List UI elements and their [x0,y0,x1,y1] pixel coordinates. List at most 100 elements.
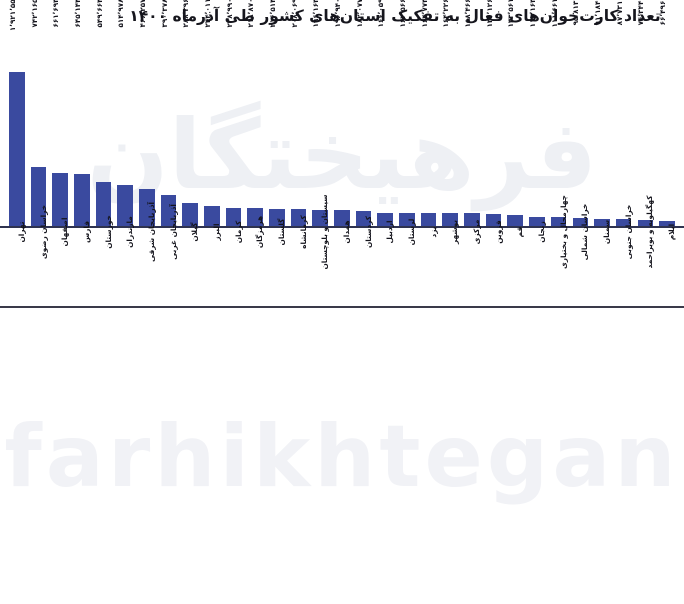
chart-title-1: تعداد کارت‌خوان‌های فعال به تفکیک استان‌… [129,7,661,25]
watermark-bottom: farhikhtegan [0,310,684,604]
x-axis-category-label: سمنان [591,220,613,306]
bar-value-label: ۱٬۹۲۱٬۵۵۵ [7,0,17,32]
x-axis-category-label: البرز [201,223,223,306]
bar-group: ۹۵٬۸۱۳ [569,1,591,226]
bar-group: ۶۶٬۴۹۶ [656,1,678,226]
category-text: مرکزی [471,219,481,245]
bar-value-label: ۲۱۸٬۸۷۰ [246,0,256,28]
x-axis-category-label: ایلام [656,224,678,306]
bar [52,172,68,226]
x-axis-category-label: فارس [71,221,93,306]
x-axis-category-label: بوشهر [439,220,461,306]
category-text: خراسان رضوی [38,204,48,260]
x-axis-category-label: همدان [331,220,353,306]
bar-value-label: ۱۳۳٬۵۶۱ [506,0,516,28]
category-text: اصفهان [60,217,70,247]
bar-value-label: ۱۴۶٬۱۲۶ [484,0,494,28]
bar-group: ۱۱۱٬۶۶۱ [548,0,570,226]
bar [550,217,567,226]
bar-value-label: ۶۴۵٬۱۴۴ [72,0,82,28]
x-axis-category-label: کرمان [223,221,245,306]
bar-value-label: ۱۶۶٬۰۵۹ [376,0,386,28]
bar [182,202,198,226]
bar [312,210,329,226]
bar-value-label: ۷۴۲٬۱۶۵ [29,0,39,28]
bar [529,217,545,226]
category-text: خراسان جنوبی [623,204,633,260]
bar [139,188,155,226]
x-axis-line-1 [0,226,684,228]
bar [9,72,25,226]
category-text: کرمان [233,220,243,244]
x-axis-category-label: مرکزی [461,220,483,306]
bar-group: ۸۷٬۷۳۱ [613,1,635,226]
bar-group: ۶۴۵٬۱۴۴ [71,0,93,226]
category-text: البرز [211,223,221,241]
bar-group: ۲۴۴٬۰۱۱ [201,0,223,226]
category-text: زنجان [536,221,546,243]
bar-group: ۱۴۶٬۱۲۶ [483,0,505,226]
category-text: ایلام [666,223,676,241]
bar-value-label: ۶۶۱٬۶۹۳ [51,0,61,28]
bar-group: ۵۴۹٬۶۶۴ [93,0,115,226]
x-axis-category-label: گیلان [179,222,201,306]
category-text: فارس [81,220,91,244]
bar-value-label: ۲۸۸٬۳۹۶ [181,0,191,28]
bar [572,218,589,226]
category-text: هرمزگان [255,215,265,249]
x-axis-category-label: خراسان شمالی [569,204,591,306]
bar-value-label: ۱۹۶٬۹۴۰ [332,0,342,28]
bar-value-label: ۵۱۴٬۹۷۸ [116,0,126,28]
bar [290,209,307,226]
bar-group: ۱۸۲٬۰۷۷ [353,0,375,226]
category-text: لرستان [406,218,416,246]
panel-divider [0,306,684,308]
bar-value-label: ۱۹۶٬۱۶۳ [311,0,321,28]
bar [225,207,242,226]
category-text: سمنان [601,219,611,245]
category-text: چهارمحال و بختیاری [558,194,568,270]
bar-value-label: ۱۶۴٬۷۷۳ [419,0,429,28]
x-axis-category-label: لرستان [396,219,418,306]
watermark-text-2: farhikhtegan [4,407,680,507]
x-axis-category-label: مازندران [114,216,136,306]
bar [615,218,632,226]
category-text: یزد [428,226,438,238]
bar [659,220,675,226]
bar-group: ۱۹۶٬۱۶۳ [309,0,331,226]
bar-group: ۱٬۹۲۱٬۵۵۵ [6,0,28,226]
x-axis-category-label: خراسان جنوبی [613,205,635,306]
category-text: کردستان [363,215,373,249]
bar [117,184,133,226]
bar [399,212,415,226]
bar-value-label: ۲۰۸٬۰۶۹ [289,0,299,28]
category-text: قزوین [493,220,503,244]
bar-group: ۱۵۸٬۴۶۶ [461,0,483,226]
bar-group: ۱۶۴٬۵۶۶ [396,0,418,226]
bar [160,194,177,226]
bar [269,208,285,226]
bar-group: ۱۱۲٬۱۶۳ [526,0,548,226]
bar-value-label: ۲۴۴٬۰۱۱ [202,0,212,28]
category-text: گیلان [190,222,200,242]
chart-panel-pos-terminals-by-province: فرهیختگان تعداد کارت‌خوان‌های فعال به تف… [0,0,684,310]
bar-group: ۱۹۶٬۹۴۰ [331,0,353,226]
x-axis-category-label: قزوین [483,220,505,306]
x-axis-category-label: چهارمحال و بختیاری [548,195,570,306]
category-text: قم [515,226,525,238]
bar [637,219,654,226]
category-text: خراسان شمالی [580,203,590,261]
bar [485,214,502,226]
category-text: خوزستان [103,215,113,249]
bar-group: ۲۱۸٬۸۷۰ [244,0,266,226]
bar-value-label: ۹۵٬۸۱۳ [571,0,581,26]
bar-value-label: ۱۵۸٬۴۶۶ [462,0,472,28]
bar [507,215,524,226]
x-axis-category-label: اصفهان [49,218,71,306]
bar [334,210,350,226]
bar-value-label: ۳۹۰٬۳۷۸ [159,0,169,28]
bars-container-1: ۱٬۹۲۱٬۵۵۵ ۷۴۲٬۱۶۵ ۶۶۱٬۶۹۳ ۶۴۵٬۱۴۴ ۵۴۹٬۶۶۴ ۵۱۴… [0,0,684,226]
x-axis-category-label: کردستان [353,216,375,306]
x-axis-category-label: خراسان رضوی [28,205,50,306]
x-axis-category-label: تهران [6,221,28,306]
